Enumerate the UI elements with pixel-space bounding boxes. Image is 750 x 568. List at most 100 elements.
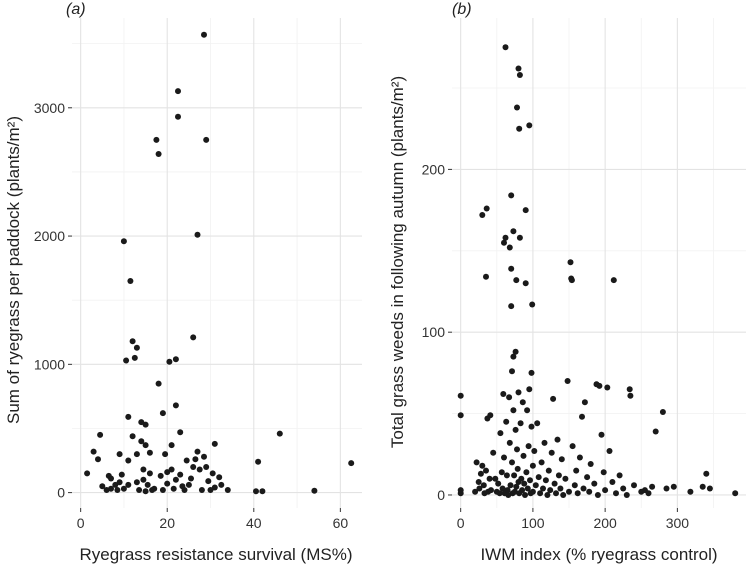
data-point	[108, 485, 114, 492]
data-point	[514, 465, 521, 472]
data-point	[524, 407, 531, 414]
data-point	[479, 212, 486, 218]
data-point	[649, 483, 656, 490]
data-point	[175, 113, 181, 120]
data-point	[196, 466, 203, 473]
data-point	[142, 488, 149, 495]
data-point	[483, 273, 489, 280]
data-point	[554, 436, 561, 443]
data-point	[108, 475, 114, 482]
data-point	[116, 479, 123, 486]
x-tick-label: 100	[521, 515, 545, 531]
data-point	[131, 354, 138, 361]
data-point	[194, 231, 201, 238]
data-point	[142, 421, 149, 428]
x-tick-label: 60	[333, 515, 349, 531]
data-point	[164, 469, 171, 476]
data-point	[203, 464, 210, 470]
data-point	[529, 462, 536, 469]
data-point	[170, 485, 177, 492]
data-point	[529, 488, 536, 495]
data-point	[584, 474, 591, 481]
data-point	[616, 472, 623, 479]
data-point	[497, 430, 504, 437]
data-point	[513, 277, 520, 284]
data-point	[569, 443, 576, 450]
data-point	[185, 481, 192, 488]
data-point	[511, 472, 518, 479]
data-point	[542, 477, 549, 484]
data-point	[517, 420, 524, 427]
data-point	[545, 467, 552, 474]
data-point	[172, 402, 179, 409]
data-point	[652, 428, 659, 435]
data-point	[659, 409, 666, 415]
data-point	[558, 456, 565, 463]
data-point	[224, 487, 231, 493]
data-point	[602, 487, 609, 494]
data-point	[479, 462, 486, 469]
data-point	[508, 303, 515, 310]
panel-a-ticks: 0 20 40 60 0 1000 2000 3000	[34, 100, 349, 531]
data-point	[194, 448, 201, 455]
data-point	[527, 477, 533, 484]
data-point	[168, 442, 175, 449]
data-point	[598, 431, 605, 438]
panel-a: (a) 0 20 40 60 0 1000 2000 3000 Ryegrass resist…	[4, 1, 362, 564]
data-point	[175, 88, 181, 95]
data-point	[164, 480, 171, 487]
y-tick-label: 0	[57, 485, 65, 501]
data-point	[97, 431, 104, 438]
data-point	[706, 485, 713, 492]
data-point	[534, 420, 541, 427]
data-point	[532, 482, 539, 489]
panel-b-points	[457, 44, 739, 498]
data-point	[528, 423, 535, 430]
data-point	[528, 369, 535, 376]
data-point	[531, 448, 538, 454]
data-point	[606, 448, 613, 454]
data-point	[157, 472, 164, 479]
data-point	[209, 470, 216, 477]
data-point	[576, 454, 583, 461]
data-point	[516, 234, 523, 241]
data-point	[177, 471, 184, 478]
data-point	[457, 490, 464, 497]
data-point	[555, 472, 562, 479]
data-point	[581, 399, 588, 406]
data-point	[586, 488, 593, 495]
data-point	[699, 483, 706, 490]
data-point	[568, 277, 575, 284]
data-point	[509, 368, 515, 375]
data-point	[670, 483, 677, 490]
data-point	[515, 389, 522, 396]
data-point	[114, 487, 121, 493]
data-point	[596, 382, 603, 389]
data-point	[133, 451, 140, 458]
data-point	[594, 492, 601, 498]
data-point	[560, 492, 567, 498]
data-point	[276, 430, 283, 437]
data-point	[118, 471, 125, 478]
data-point	[518, 475, 525, 482]
data-point	[663, 485, 670, 492]
data-point	[521, 480, 528, 487]
panel-a-x-axis-title: Ryegrass resistance survival (MS%)	[79, 545, 352, 564]
data-point	[604, 384, 611, 391]
data-point	[192, 456, 199, 463]
data-point	[580, 485, 587, 492]
data-point	[125, 457, 132, 464]
data-point	[492, 475, 499, 482]
data-point	[574, 490, 581, 497]
panel-a-label: (a)	[66, 1, 86, 18]
data-point	[514, 104, 520, 111]
data-point	[144, 481, 151, 488]
data-point	[522, 207, 529, 214]
panel-a-grid	[72, 18, 362, 508]
data-point	[138, 438, 145, 445]
data-point	[516, 72, 523, 78]
data-point	[510, 228, 517, 235]
data-point	[541, 439, 548, 446]
data-point	[495, 480, 502, 487]
